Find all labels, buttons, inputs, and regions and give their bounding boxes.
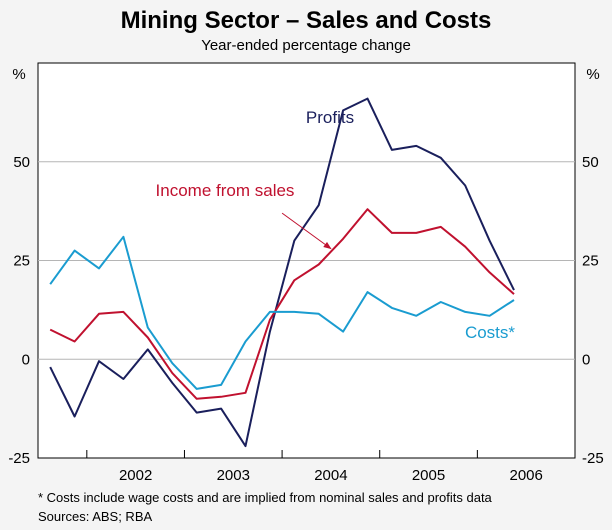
series-line-costs: [49, 235, 515, 390]
series-line-income-from-sales: [49, 208, 515, 400]
sources: Sources: ABS; RBA: [38, 509, 153, 524]
income-arrow: [281, 212, 332, 250]
footnote: * Costs include wage costs and are impli…: [38, 490, 492, 505]
y-tick-label-left: 25: [13, 253, 30, 270]
series-label-costs: Costs*: [465, 323, 515, 342]
series-label-profits: Profits: [306, 108, 354, 127]
series-line-profits: [49, 97, 515, 448]
y-tick-label-right: 25: [582, 253, 599, 270]
chart-subtitle: Year-ended percentage change: [201, 37, 411, 54]
y-tick-label-right: 0: [582, 351, 590, 368]
x-tick-label: 2003: [217, 467, 250, 484]
y-tick-label-left: 50: [13, 154, 30, 171]
x-tick-label: 2006: [509, 467, 542, 484]
x-tick-label: 2002: [119, 467, 152, 484]
y-tick-label-left: 0: [22, 351, 30, 368]
y-unit-right: %: [586, 66, 599, 83]
y-tick-label-right: -25: [582, 450, 604, 467]
x-tick-label: 2004: [314, 467, 347, 484]
y-unit-left: %: [12, 66, 25, 83]
y-tick-label-left: -25: [8, 450, 30, 467]
x-tick-label: 2005: [412, 467, 445, 484]
y-tick-label-right: 50: [582, 154, 599, 171]
chart-title: Mining Sector – Sales and Costs: [121, 7, 492, 34]
series-label-income-from-sales: Income from sales: [156, 181, 295, 200]
